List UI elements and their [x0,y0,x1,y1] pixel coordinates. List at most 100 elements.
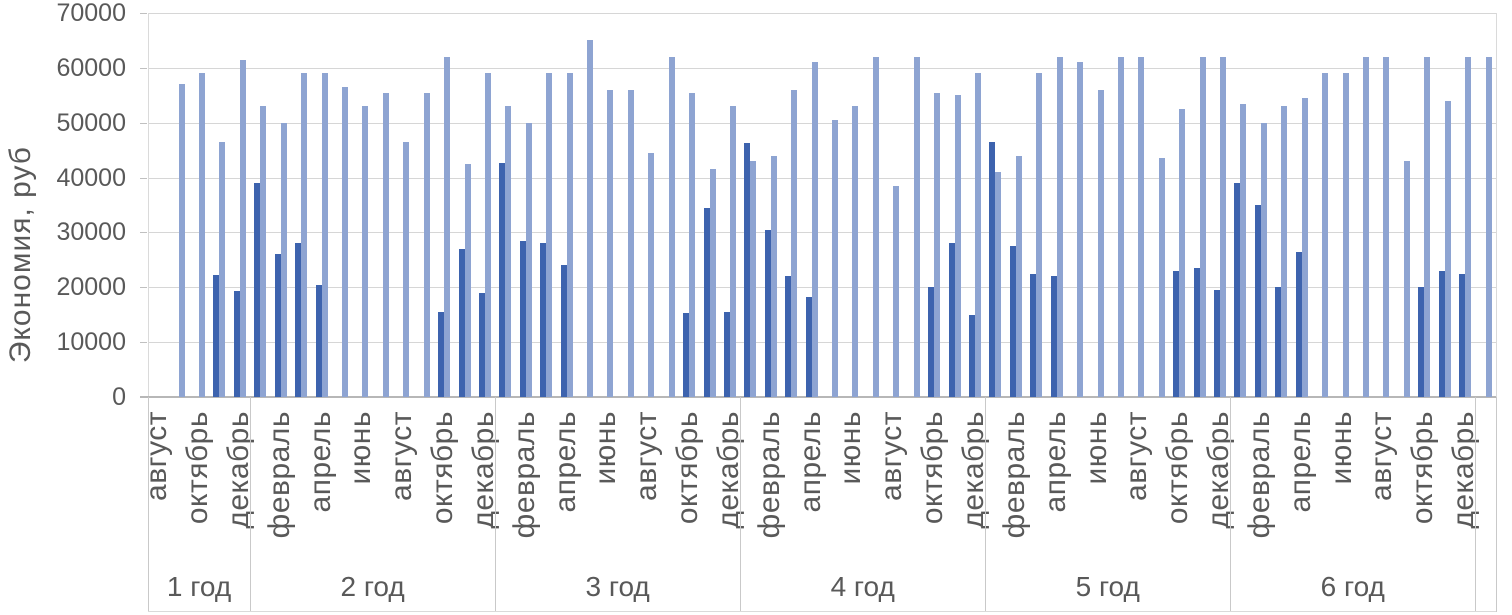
bar-light [954,95,961,397]
bar-dark [1173,270,1180,397]
bar-light [321,73,328,397]
bar-dark [723,311,730,397]
bar-light [403,141,410,397]
bar-dark [1295,251,1302,397]
gridline [148,122,1496,124]
bar-dark [989,141,996,397]
bar-dark [499,162,506,397]
month-label: октябрь [426,411,460,525]
month-label: август [385,411,419,501]
month-label: апрель [548,411,582,513]
bar-light [1465,56,1472,397]
month-label: июнь [1324,411,1358,485]
bar-light [1097,89,1104,397]
bar-light [627,89,634,397]
month-label: апрель [1038,411,1072,513]
bar-dark [764,229,771,397]
bar-light [995,172,1002,397]
bar-dark [213,274,220,397]
bar-light [832,119,839,397]
bar-light [1179,109,1186,397]
bar-dark [1193,268,1200,397]
bar-light [239,59,246,397]
bar-dark [295,243,302,397]
gridline [148,67,1496,69]
bar-dark [233,291,240,397]
bar-light [913,56,920,397]
bar-light [1301,98,1308,397]
bar-light [382,92,389,397]
bar-dark [805,296,812,397]
bar-light [341,87,348,397]
bar-light [1444,100,1451,397]
bar-light [709,169,716,397]
bar-dark [519,240,526,397]
year-separator [1495,397,1497,612]
y-axis-tick [140,13,147,14]
month-label: октябрь [1161,411,1195,525]
bar-light [301,73,308,397]
year-separator [740,397,742,612]
y-axis-tick [140,342,147,344]
month-label: апрель [793,411,827,513]
year-separator [148,397,149,612]
bar-dark [438,311,445,397]
bar-light [505,106,512,397]
bar-dark [1234,183,1241,397]
bar-light [546,73,553,397]
bar-light [648,152,655,397]
bar-light [689,92,696,397]
month-label: октябрь [671,411,705,525]
bar-dark [703,207,710,397]
bar-light [1260,122,1267,397]
month-label: август [1120,411,1154,501]
bar-light [260,106,267,397]
y-axis-tick [140,287,147,289]
bar-dark [1050,276,1057,397]
plot-right-border [1495,13,1497,397]
year-label: 4 год [830,571,895,602]
bar-dark [315,284,322,397]
month-label: февраль [262,411,296,539]
bar-light [1220,56,1227,397]
month-label: апрель [1283,411,1317,513]
bar-light [1158,158,1165,397]
bar-dark [1214,290,1221,397]
bar-light [893,185,900,397]
y-tick-label: 70000 [56,0,126,27]
bar-light [975,73,981,397]
year-label: 3 год [585,571,650,602]
gridline [148,232,1496,234]
bar-dark [1418,287,1425,397]
gridline [148,13,1496,14]
bar-light [1015,155,1022,397]
bar-dark [560,265,567,397]
bar-light [770,155,777,397]
month-label: июнь [344,411,378,485]
bar-dark [1275,287,1282,397]
bar-light [1199,56,1206,397]
bar-dark [540,243,547,397]
bar-light [852,106,859,397]
x-axis-line [140,396,1496,398]
bar-light [1077,62,1084,397]
bar-light [423,92,430,397]
bar-light [566,73,573,397]
year-separator [1475,397,1477,612]
bar-light [1138,56,1145,397]
bar-light [1322,73,1329,397]
bar-dark [1438,270,1445,397]
bar-dark [683,313,690,397]
y-tick-label: 0 [112,383,126,411]
bar-light [280,122,287,397]
bar-dark [274,254,281,397]
bar-light [1383,56,1390,397]
bar-light [219,141,226,397]
year-label: 5 год [1075,571,1140,602]
month-label: июнь [834,411,868,485]
bar-light [464,163,471,397]
bar-dark [1254,205,1261,397]
month-label: август [630,411,664,501]
bar-light [872,56,879,397]
month-label: февраль [997,411,1031,539]
